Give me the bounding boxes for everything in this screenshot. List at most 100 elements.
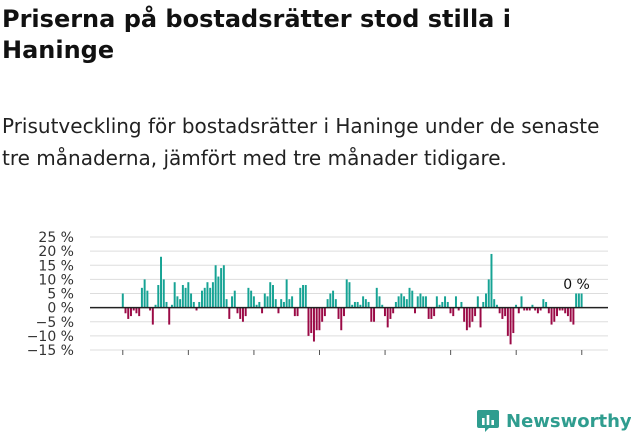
bar	[187, 282, 190, 308]
x-tick-label: 2022	[433, 364, 469, 365]
bar	[291, 296, 294, 308]
bar	[386, 307, 389, 328]
bar	[165, 301, 168, 308]
bar	[285, 279, 288, 308]
bar	[416, 296, 419, 308]
bar	[239, 307, 242, 319]
bar	[403, 296, 406, 308]
bar	[487, 279, 490, 308]
bar	[321, 307, 324, 322]
bar	[383, 307, 386, 317]
bar	[318, 307, 321, 331]
y-tick-label: −5 %	[36, 315, 74, 331]
bar	[545, 301, 548, 308]
bar	[359, 304, 362, 308]
bar	[490, 253, 493, 308]
y-tick-label: 10 %	[38, 272, 74, 288]
bar	[192, 301, 195, 308]
bar	[225, 299, 228, 308]
bar	[280, 299, 283, 308]
bar	[435, 296, 438, 308]
x-tick-label: 2012	[105, 364, 141, 365]
bar	[129, 307, 132, 317]
y-tick-label: −10 %	[27, 329, 74, 345]
bar	[162, 279, 165, 308]
bar	[307, 307, 310, 336]
bar	[364, 299, 367, 308]
bar	[564, 307, 567, 314]
bar	[534, 307, 537, 311]
bar	[214, 265, 217, 308]
bar	[241, 307, 244, 322]
bar	[539, 307, 542, 311]
x-tick-label: 2024	[498, 364, 534, 365]
bar	[441, 301, 444, 308]
bar	[157, 285, 160, 308]
bar	[572, 307, 575, 325]
bar	[479, 307, 482, 328]
bar	[370, 307, 373, 322]
bar	[476, 296, 479, 308]
x-tick-label: 2014	[171, 364, 207, 365]
x-tick-label: 2026	[564, 364, 600, 365]
bar	[493, 299, 496, 308]
bar	[414, 307, 416, 314]
bar	[381, 304, 384, 308]
bar	[558, 307, 561, 311]
bar	[392, 307, 395, 314]
bar	[463, 307, 466, 322]
bar	[198, 301, 201, 308]
bar	[121, 293, 124, 308]
bar	[375, 287, 378, 308]
bar	[154, 304, 157, 308]
bar	[236, 307, 239, 314]
brand-logo: Newsworthy	[476, 407, 631, 435]
bar	[247, 287, 250, 308]
bar	[127, 307, 130, 319]
bar	[550, 307, 553, 325]
bar	[411, 290, 414, 308]
bar	[547, 307, 550, 314]
y-tick-label: 5 %	[47, 287, 74, 303]
bar	[168, 307, 171, 325]
bar	[515, 304, 518, 308]
latest-value-annotation: 0 %	[563, 277, 590, 293]
bar	[351, 304, 354, 308]
bar	[326, 299, 329, 308]
bar	[362, 296, 365, 308]
bar	[337, 307, 340, 319]
y-tick-label: 15 %	[38, 258, 74, 274]
bar	[135, 307, 138, 314]
bar	[528, 307, 531, 311]
bar	[184, 287, 187, 308]
bar	[173, 282, 176, 308]
bar	[195, 307, 198, 311]
bar	[580, 293, 583, 308]
bar	[575, 293, 578, 308]
bar	[222, 265, 225, 308]
bar	[444, 296, 447, 308]
bar	[323, 307, 326, 317]
x-tick-label: 2020	[367, 364, 403, 365]
bar-chart: −15 %−10 %−5 %0 %5 %10 %15 %20 %25 %2012…	[27, 230, 608, 365]
bar	[140, 287, 143, 308]
y-tick-label: −15 %	[27, 343, 74, 359]
bar	[457, 307, 460, 311]
bar	[422, 296, 425, 308]
bar	[329, 293, 332, 308]
bar	[132, 307, 135, 311]
bar	[353, 301, 356, 308]
bar	[302, 285, 305, 308]
bar	[438, 304, 441, 308]
bar	[250, 290, 253, 308]
bar	[190, 293, 193, 308]
bar	[228, 307, 231, 319]
x-tick-label: 2018	[302, 364, 338, 365]
bar	[345, 279, 348, 308]
chart-subtitle: Prisutveckling för bostadsrätter i Hanin…	[2, 114, 600, 170]
bar	[282, 301, 285, 308]
bar	[146, 290, 149, 308]
bar	[201, 290, 203, 308]
bar	[252, 296, 255, 308]
bar	[340, 307, 343, 331]
